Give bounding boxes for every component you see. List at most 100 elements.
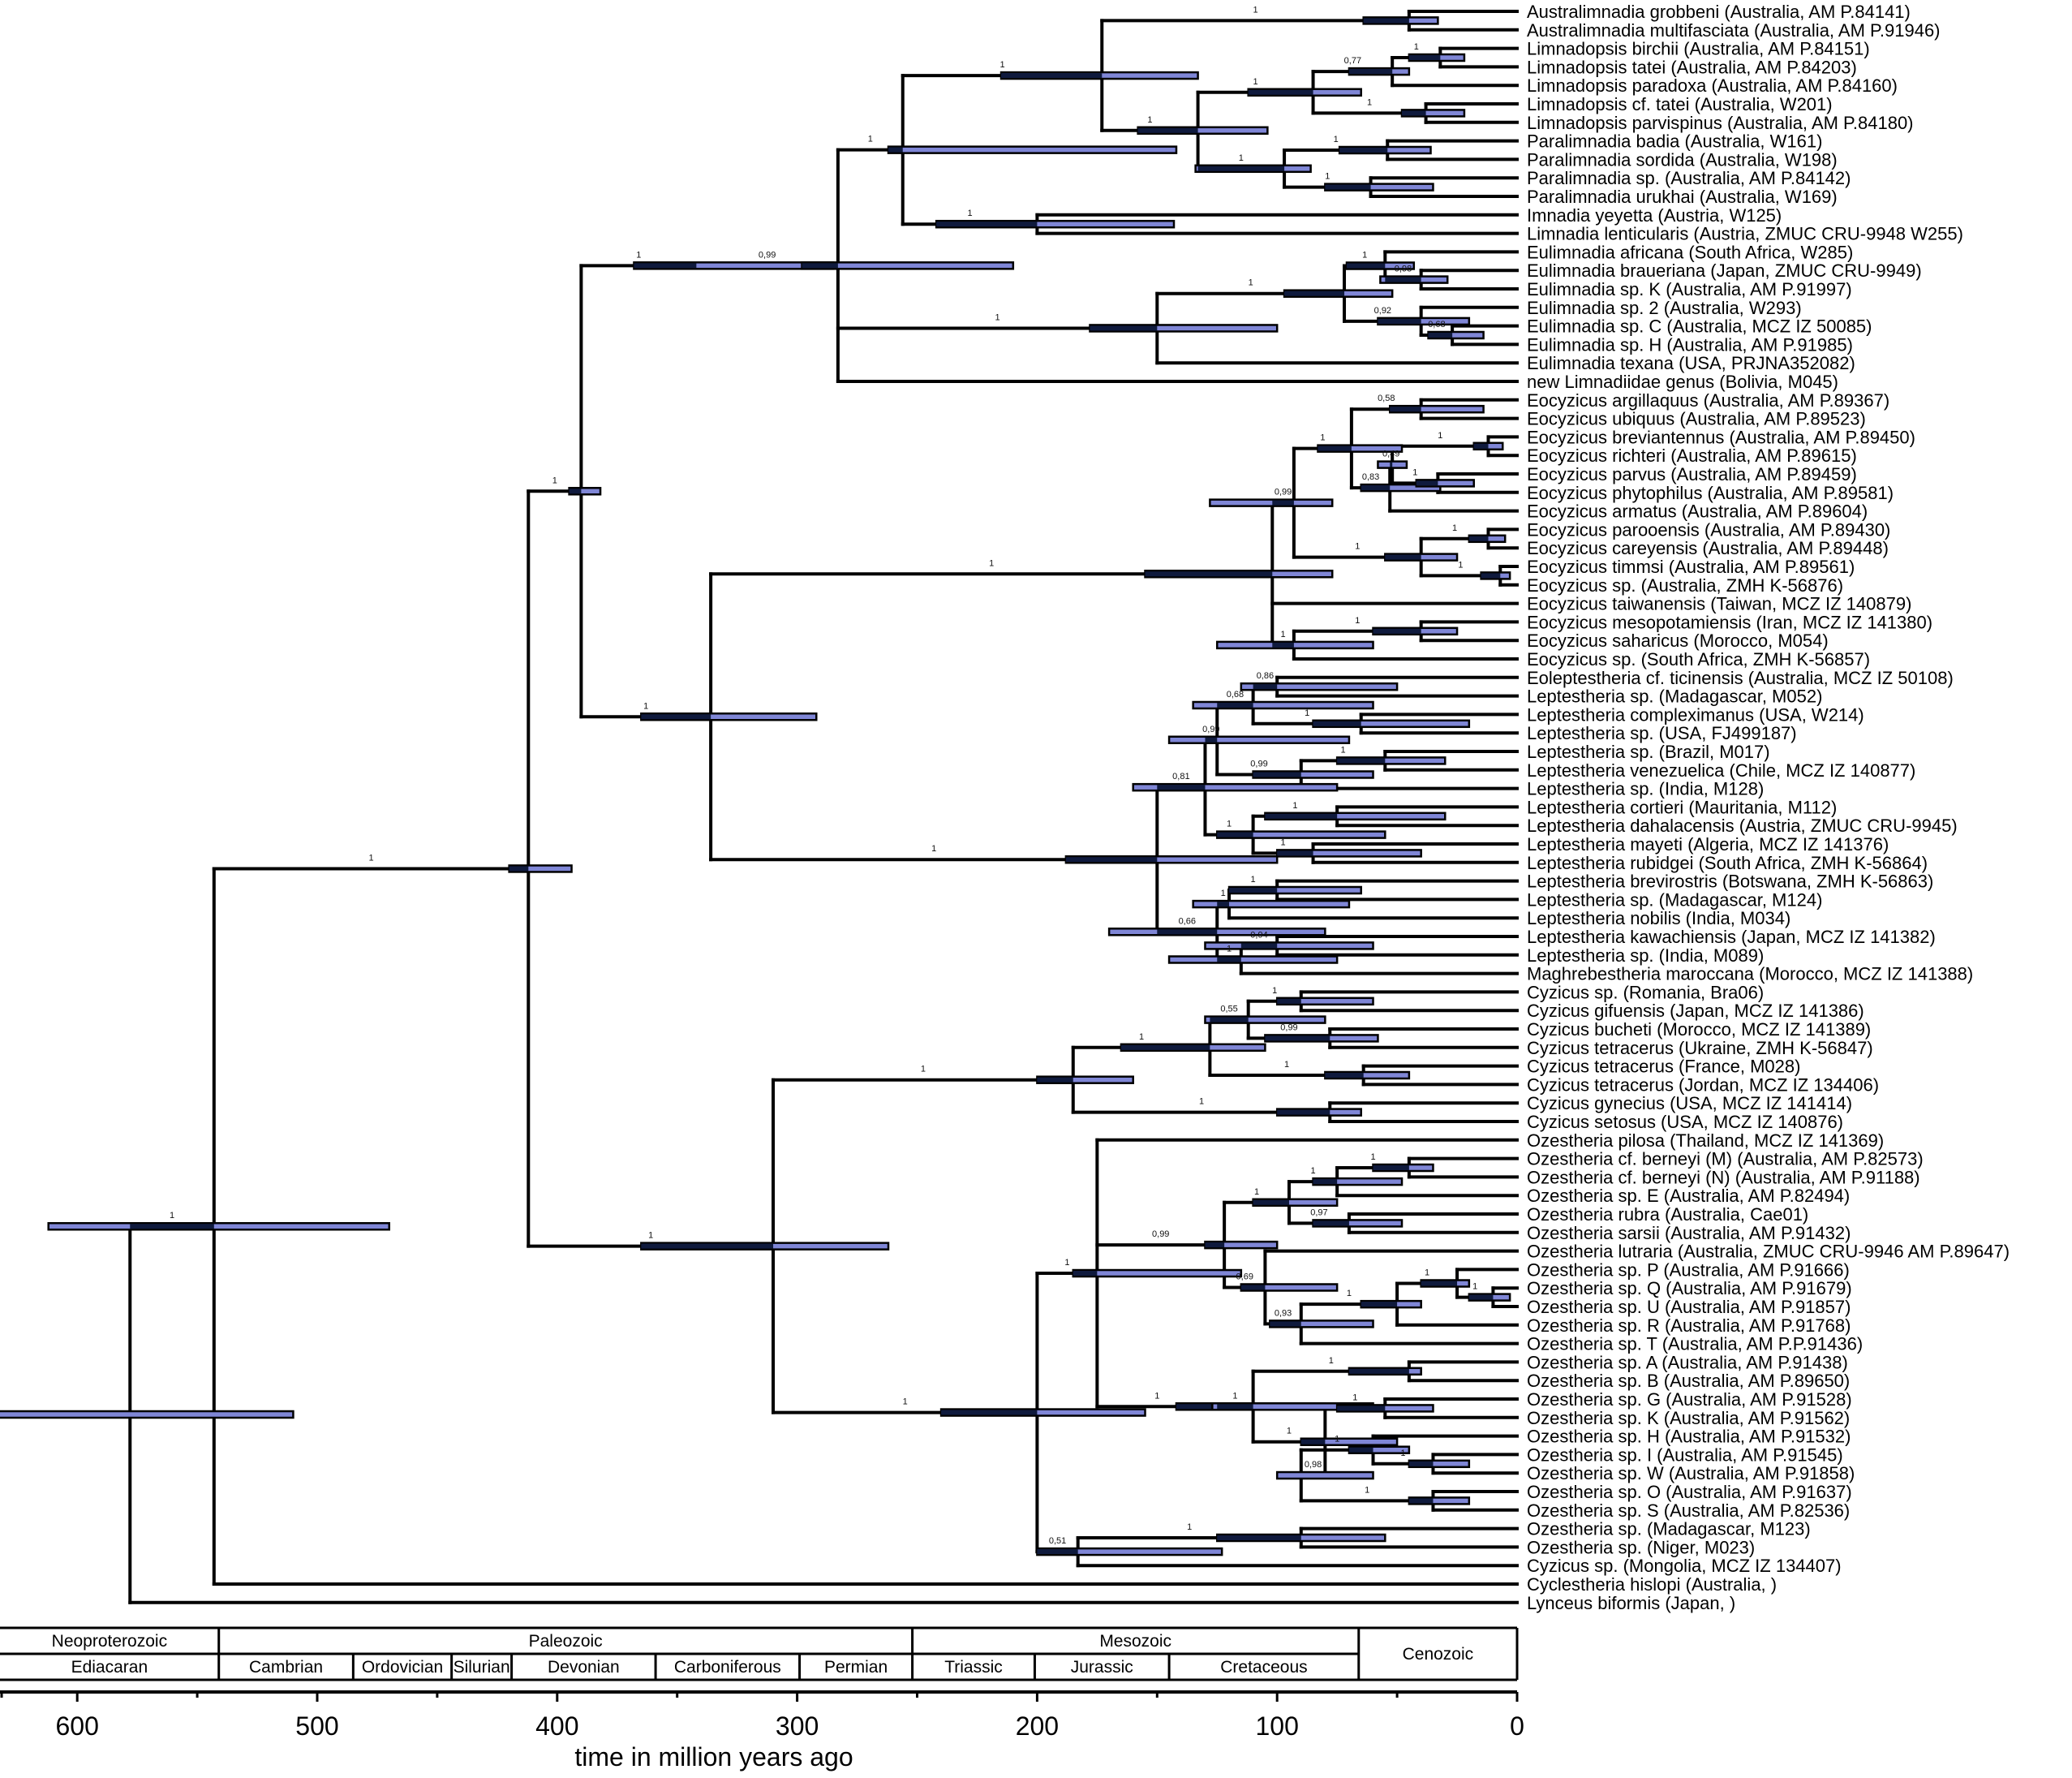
tip-label: Ozestheria sp. B (Australia, AM P.89650): [1527, 1371, 1850, 1391]
hpd-overlap: [1313, 721, 1361, 726]
tip-label: Ozestheria sp. U (Australia, AM P.91857): [1527, 1297, 1851, 1317]
hpd-overlap: [1217, 957, 1241, 962]
hpd-overlap: [1037, 1077, 1073, 1083]
hpd-overlap: [1137, 127, 1198, 133]
hpd-overlap: [1205, 1242, 1225, 1248]
hpd-overlap: [1197, 166, 1285, 171]
tip-label: Ozestheria sp. (Niger, M023): [1527, 1537, 1755, 1557]
hpd-bar: [1167, 955, 1339, 964]
hpd-overlap: [1037, 1549, 1078, 1555]
support-value: 1: [1412, 467, 1417, 477]
support-value: 1: [1311, 1166, 1316, 1176]
tip-label: Eocyzicus parvus (Australia, AM P.89459): [1527, 464, 1857, 484]
tip-label: Limnadopsis cf. tatei (Australia, W201): [1527, 94, 1833, 114]
support-value: 1: [1472, 1282, 1477, 1292]
hpd-overlap: [1416, 480, 1438, 486]
tip-label: Ozestheria rubra (Australia, Cae01): [1527, 1204, 1808, 1225]
era-label: Mesozoic: [1099, 1632, 1171, 1651]
support-value: 1: [1334, 135, 1339, 144]
support-value: 1: [1458, 560, 1463, 570]
support-value: 1: [1335, 1435, 1339, 1444]
tip-label: Eocyzicus parooensis (Australia, AM P.89…: [1527, 519, 1890, 540]
hpd-bar: [1240, 682, 1399, 691]
hpd-bar: [1132, 782, 1339, 792]
hpd-overlap: [1217, 1404, 1253, 1410]
tick-label: 600: [56, 1711, 99, 1741]
support-value: 0,99: [759, 250, 776, 260]
hpd-bar: [1192, 899, 1351, 909]
period-label: Ediacaran: [71, 1658, 148, 1677]
tip-label: Ozestheria lutraria (Australia, ZMUC CRU…: [1527, 1242, 2010, 1262]
hpd-overlap: [802, 263, 838, 269]
hpd-overlap: [1300, 1439, 1326, 1444]
support-value: 1: [1187, 1522, 1192, 1532]
tip-label: Ozestheria cf. berneyi (N) (Australia, A…: [1527, 1167, 1920, 1187]
hpd-overlap: [634, 263, 697, 269]
tip-label: Leptestheria rubidgei (South Africa, ZMH…: [1527, 853, 1928, 873]
tick-label: 0: [1510, 1711, 1524, 1741]
tip-label: Eocyzicus sp. (South Africa, ZMH K-56857…: [1527, 649, 1870, 669]
hpd-bar: [1167, 735, 1351, 744]
tip-label: Limnadopsis parvispinus (Australia, AM P…: [1527, 113, 1914, 133]
support-value: 0,77: [1344, 56, 1361, 66]
period-label: Permian: [824, 1658, 888, 1677]
hpd-overlap: [641, 714, 711, 720]
tip-label: Ozestheria pilosa (Thailand, MCZ IZ 1413…: [1527, 1130, 1884, 1151]
support-value: 1: [903, 1397, 908, 1407]
hpd-overlap: [1468, 536, 1489, 541]
tip-label: Leptestheria sp. (Brazil, M017): [1527, 742, 1770, 762]
tip-label: Leptestheria sp. (Madagascar, M124): [1527, 889, 1822, 910]
tip-label: Australimnadia grobbeni (Australia, AM P…: [1527, 2, 1911, 22]
period-label: Devonian: [548, 1658, 620, 1677]
tick-label: 500: [295, 1711, 338, 1741]
hpd-overlap: [1176, 1404, 1218, 1410]
tip-label: Imnadia yeyetta (Austria, W125): [1527, 205, 1782, 226]
tip-label: Cyzicus tetracerus (Jordan, MCZ IZ 13440…: [1527, 1074, 1879, 1095]
support-value: 1: [1287, 1427, 1292, 1436]
tip-label: Eocyzicus timmsi (Australia, AM P.89561): [1527, 557, 1855, 577]
support-value: 1: [1292, 801, 1297, 811]
tip-label: Maghrebestheria maroccana (Morocco, MCZ …: [1527, 964, 1973, 984]
support-value: 0,92: [1374, 306, 1391, 316]
tip-label: Paralimnadia badia (Australia, W161): [1527, 131, 1822, 152]
hpd-overlap: [1240, 943, 1278, 949]
hpd-overlap: [1277, 850, 1313, 856]
hpd-bar: [1377, 460, 1408, 469]
tip-label: Limnadopsis birchii (Australia, AM P.841…: [1527, 39, 1870, 59]
tip-label: Leptestheria mayeti (Algeria, MCZ IZ 141…: [1527, 834, 1889, 855]
support-value: 1: [1355, 616, 1360, 626]
support-value: 0,97: [1310, 1208, 1327, 1217]
support-value: 0,98: [1305, 1460, 1322, 1470]
support-value: 0,83: [1362, 472, 1379, 482]
hpd-overlap: [1205, 737, 1218, 743]
hpd-overlap: [1408, 1498, 1434, 1504]
hpd-bar: [1192, 700, 1374, 710]
hpd-overlap: [1402, 110, 1426, 116]
support-labels: 1 1 1 1 0,99 1 1 1 1 1 0,77 1 1 1 1 1 1 1 1 1 0,98 0,92 0,68 1 1…: [170, 5, 1477, 1546]
tip-label: Cyzicus setosus (USA, MCZ IZ 140876): [1527, 1112, 1843, 1132]
tip-label: Cyzicus gynecius (USA, MCZ IZ 141414): [1527, 1093, 1852, 1113]
tip-label: Cyzicus tetracerus (Ukraine, ZMH K-56847…: [1527, 1038, 1873, 1058]
support-value: 1: [1365, 1485, 1369, 1495]
tip-label: Limnadopsis tatei (Australia, AM P.84203…: [1527, 57, 1857, 77]
tick-label: 400: [535, 1711, 578, 1741]
tip-label: Ozestheria sp. R (Australia, AM P.91768): [1527, 1315, 1851, 1336]
support-value: 1: [1147, 115, 1152, 125]
support-value: 1: [368, 853, 373, 863]
hpd-overlap: [1120, 1044, 1210, 1050]
hpd-overlap: [1385, 554, 1421, 560]
support-value: 0,99: [1250, 760, 1267, 769]
support-value: 1: [999, 60, 1004, 70]
tip-label: Eulimnadia sp. K (Australia, AM P.91997): [1527, 279, 1852, 299]
support-value: 1: [1370, 1152, 1375, 1162]
tip-label: Cyzicus bucheti (Morocco, MCZ IZ 141389): [1527, 1019, 1871, 1040]
hpd-overlap: [1318, 446, 1352, 451]
hpd-overlap: [1337, 758, 1386, 764]
support-value: 1: [170, 1211, 174, 1220]
tip-label: Leptestheria sp. (India, M128): [1527, 779, 1764, 799]
support-value: 1: [1320, 433, 1325, 443]
support-value: 1: [1305, 708, 1309, 718]
support-value: 0,49: [1382, 450, 1399, 459]
support-value: 0,81: [1172, 772, 1189, 781]
hpd-overlap: [1277, 1109, 1330, 1115]
